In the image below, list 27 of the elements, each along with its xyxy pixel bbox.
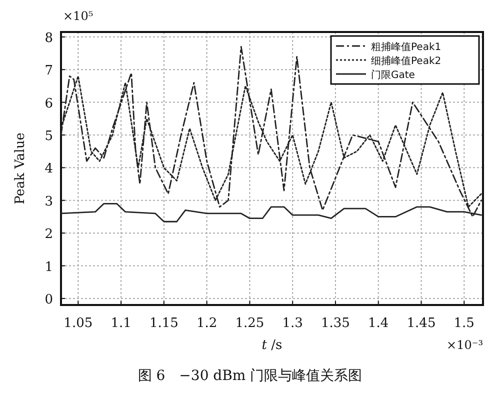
x-tick-label: 1.25 — [235, 316, 264, 331]
y-axis-title: Peak Value — [13, 132, 28, 204]
y-tick-label: 3 — [44, 194, 53, 210]
legend-label: 门限Gate — [371, 69, 415, 81]
x-tick-label: 1.4 — [368, 316, 389, 331]
y-tick-label: 4 — [44, 162, 53, 177]
y-tick-label: 0 — [44, 292, 53, 308]
text: ×10⁵ — [63, 9, 94, 23]
x-tick-label: 1.05 — [64, 316, 93, 331]
y-tick-label: 7 — [44, 64, 53, 79]
y-tick-label: 6 — [44, 96, 53, 112]
x-tick-label: 1.15 — [149, 316, 178, 331]
legend-label: 粗捕峰值Peak1 — [371, 41, 442, 53]
x-tick-label: 1.45 — [406, 316, 436, 331]
x-tick-label: 1.3 — [282, 316, 303, 331]
x-axis-title: t /s — [262, 338, 282, 353]
x-tick-label: 1.5 — [454, 316, 474, 331]
x-tick-label: 1.2 — [196, 316, 218, 331]
y-tick-label: 5 — [44, 128, 53, 144]
x-tick-label: 1.1 — [110, 316, 132, 331]
y-tick-label: 2 — [44, 227, 53, 242]
legend-label: 细捕峰值Peak2 — [371, 55, 442, 67]
text: ×10⁻³ — [446, 338, 484, 352]
y-tick-label: 8 — [44, 30, 53, 46]
y-tick-label: 1 — [44, 260, 53, 275]
text: 图 6 −30 dBm 门限与峰值关系图 — [138, 368, 362, 384]
x-tick-label: 1.35 — [320, 316, 350, 331]
